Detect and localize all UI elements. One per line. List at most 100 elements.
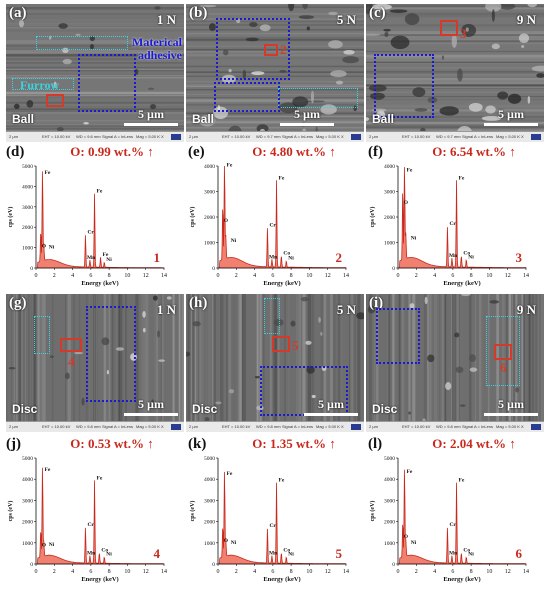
furrow-box <box>264 298 280 334</box>
info-signal: Signal A = InLens <box>102 424 134 429</box>
y-tick-label: 1000 <box>204 541 215 547</box>
spectrum-curve <box>36 467 165 565</box>
sem-texture <box>186 294 364 432</box>
furrow-box <box>486 316 520 386</box>
peak-label: Cr <box>87 522 94 528</box>
y-tick-label: 4000 <box>204 477 215 483</box>
sem-panel-a: (a) 1 N Materical adhesive Furrow Ball 5… <box>6 4 184 142</box>
sample-label: Disc <box>372 402 398 416</box>
x-tick-label: 6 <box>271 273 274 279</box>
x-tick-label: 12 <box>325 569 331 575</box>
adhesive-box <box>78 54 136 112</box>
spectrum-number: 6 <box>516 546 523 561</box>
furrow-box <box>278 88 358 108</box>
x-tick-label: 12 <box>325 273 331 279</box>
furrow-box <box>36 36 128 50</box>
peak-label: O <box>42 243 47 249</box>
y-tick-label: 3000 <box>22 498 33 504</box>
y-axis-label: cps (eV) <box>7 207 14 228</box>
panel-label: (a) <box>9 5 27 21</box>
eds-panel-e: (e) O: 4.80 wt.% ↑ 0 2 4 6 8 10 12 14 0 1000 2000 3… <box>186 144 366 290</box>
y-axis-label: cps (eV) <box>189 207 196 228</box>
peak-label: Fe <box>97 189 103 195</box>
x-tick-label: 0 <box>35 273 38 279</box>
peak-label: Mn <box>87 551 95 557</box>
eds-spot-box <box>494 344 512 360</box>
peak-label: Co <box>283 547 290 553</box>
x-axis-label: Energy (keV) <box>443 280 480 287</box>
y-tick-label: 2000 <box>204 520 215 526</box>
sem-info-bar: 2 µm EHT = 10.00 kV WD = 9.8 mm Signal A… <box>366 421 544 432</box>
axes <box>217 458 346 565</box>
y-tick-label: 2000 <box>22 520 33 526</box>
x-tick-label: 12 <box>505 273 511 279</box>
peak-label: Co <box>463 547 470 553</box>
x-tick-label: 2 <box>53 569 56 575</box>
peak-label: O <box>224 218 229 224</box>
x-tick-label: 4 <box>71 569 74 575</box>
oxygen-content-title: O: 4.80 wt.% ↑ <box>252 144 336 159</box>
load-label: 1 N <box>156 12 176 27</box>
panel-label: (e) <box>188 144 205 160</box>
sem-panel-h: (h) 5 N 5 Disc 5 µm 2 µm EHT = 10.00 kV … <box>186 294 364 432</box>
x-tick-label: 4 <box>71 273 74 279</box>
eds-spectrum: 0 2 4 6 8 10 12 14 0 1000 2000 3000 4000 5000 Energy (… <box>189 456 349 583</box>
eds-spectrum: 0 2 4 6 8 10 12 14 0 1000 2000 3000 4000 Energy (keV)… <box>369 164 529 287</box>
info-mag: Mag = 5.00 K X <box>496 134 524 139</box>
panel-label: (h) <box>189 295 208 311</box>
x-tick-label: 6 <box>451 273 454 279</box>
eds-panel-j: (j) O: 0.53 wt.% ↑ 0 2 4 6 8 10 12 14 0 1000 2000 3… <box>4 436 184 586</box>
info-eht: EHT = 10.00 kV <box>42 424 71 429</box>
panel-label: (k) <box>188 436 207 452</box>
info-wd: WD = 9.7 mm <box>256 134 281 139</box>
oxygen-content-title: O: 0.53 wt.% ↑ <box>70 436 154 451</box>
oxygen-content-title: O: 2.04 wt.% ↑ <box>432 436 516 451</box>
eds-spot-number: 3 <box>460 26 467 41</box>
y-tick-label: 4000 <box>22 477 33 483</box>
scale-text: 5 µm <box>318 397 344 411</box>
eds-spot-number: 4 <box>68 354 75 369</box>
info-scale: 2 µm <box>189 424 198 429</box>
x-tick-label: 6 <box>271 569 274 575</box>
axes <box>35 166 164 269</box>
x-tick-label: 14 <box>523 273 529 279</box>
scale-bar: 5 µm <box>304 397 358 416</box>
peak-label: Ni <box>468 552 474 558</box>
x-tick-label: 2 <box>415 569 418 575</box>
y-tick-label: 2000 <box>22 225 33 231</box>
x-tick-label: 10 <box>486 569 492 575</box>
x-tick-label: 12 <box>143 273 149 279</box>
y-tick-label: 1000 <box>384 541 395 547</box>
info-signal: Signal A = InLens <box>462 424 494 429</box>
eds-panel-k: (k) O: 1.35 wt.% ↑ 0 2 4 6 8 10 12 14 0 1000 2000 3… <box>186 436 366 586</box>
y-tick-label: 5000 <box>384 456 395 462</box>
y-tick-label: 2000 <box>384 215 395 221</box>
x-tick-label: 0 <box>217 273 220 279</box>
scale-text: 5 µm <box>294 107 320 121</box>
peak-label: Ni <box>231 238 237 244</box>
peak-label: Mn <box>269 254 277 260</box>
x-tick-label: 2 <box>415 273 418 279</box>
peak-label: Mn <box>449 253 457 259</box>
x-tick-label: 14 <box>161 273 167 279</box>
y-tick-label: 1000 <box>204 241 215 247</box>
x-tick-label: 6 <box>89 569 92 575</box>
y-tick-label: 4000 <box>22 184 33 190</box>
eds-panel-d: (d) O: 0.99 wt.% ↑ 0 2 4 6 8 10 12 14 0 1000 2000 3… <box>4 144 184 290</box>
load-label: 9 N <box>516 302 536 317</box>
eds-panel-l: (l) O: 2.04 wt.% ↑ 0 2 4 6 8 10 12 14 0 1000 2000 3… <box>366 436 546 586</box>
x-tick-label: 14 <box>343 569 349 575</box>
load-label: 1 N <box>156 302 176 317</box>
sem-info-bar: 2 µm EHT = 10.00 kV WD = 9.6 mm Signal A… <box>6 131 184 142</box>
info-wd: WD = 9.7 mm <box>436 134 461 139</box>
scale-bar: 5 µm <box>124 397 178 416</box>
x-tick-label: 14 <box>343 273 349 279</box>
x-tick-label: 6 <box>89 273 92 279</box>
info-eht: EHT = 10.00 kV <box>42 134 71 139</box>
info-signal: Signal A = InLens <box>462 134 494 139</box>
load-label: 5 N <box>336 302 356 317</box>
x-tick-label: 10 <box>486 273 492 279</box>
info-mag: Mag = 5.00 K X <box>136 134 164 139</box>
peak-label: O <box>224 538 229 544</box>
x-tick-label: 14 <box>161 569 167 575</box>
